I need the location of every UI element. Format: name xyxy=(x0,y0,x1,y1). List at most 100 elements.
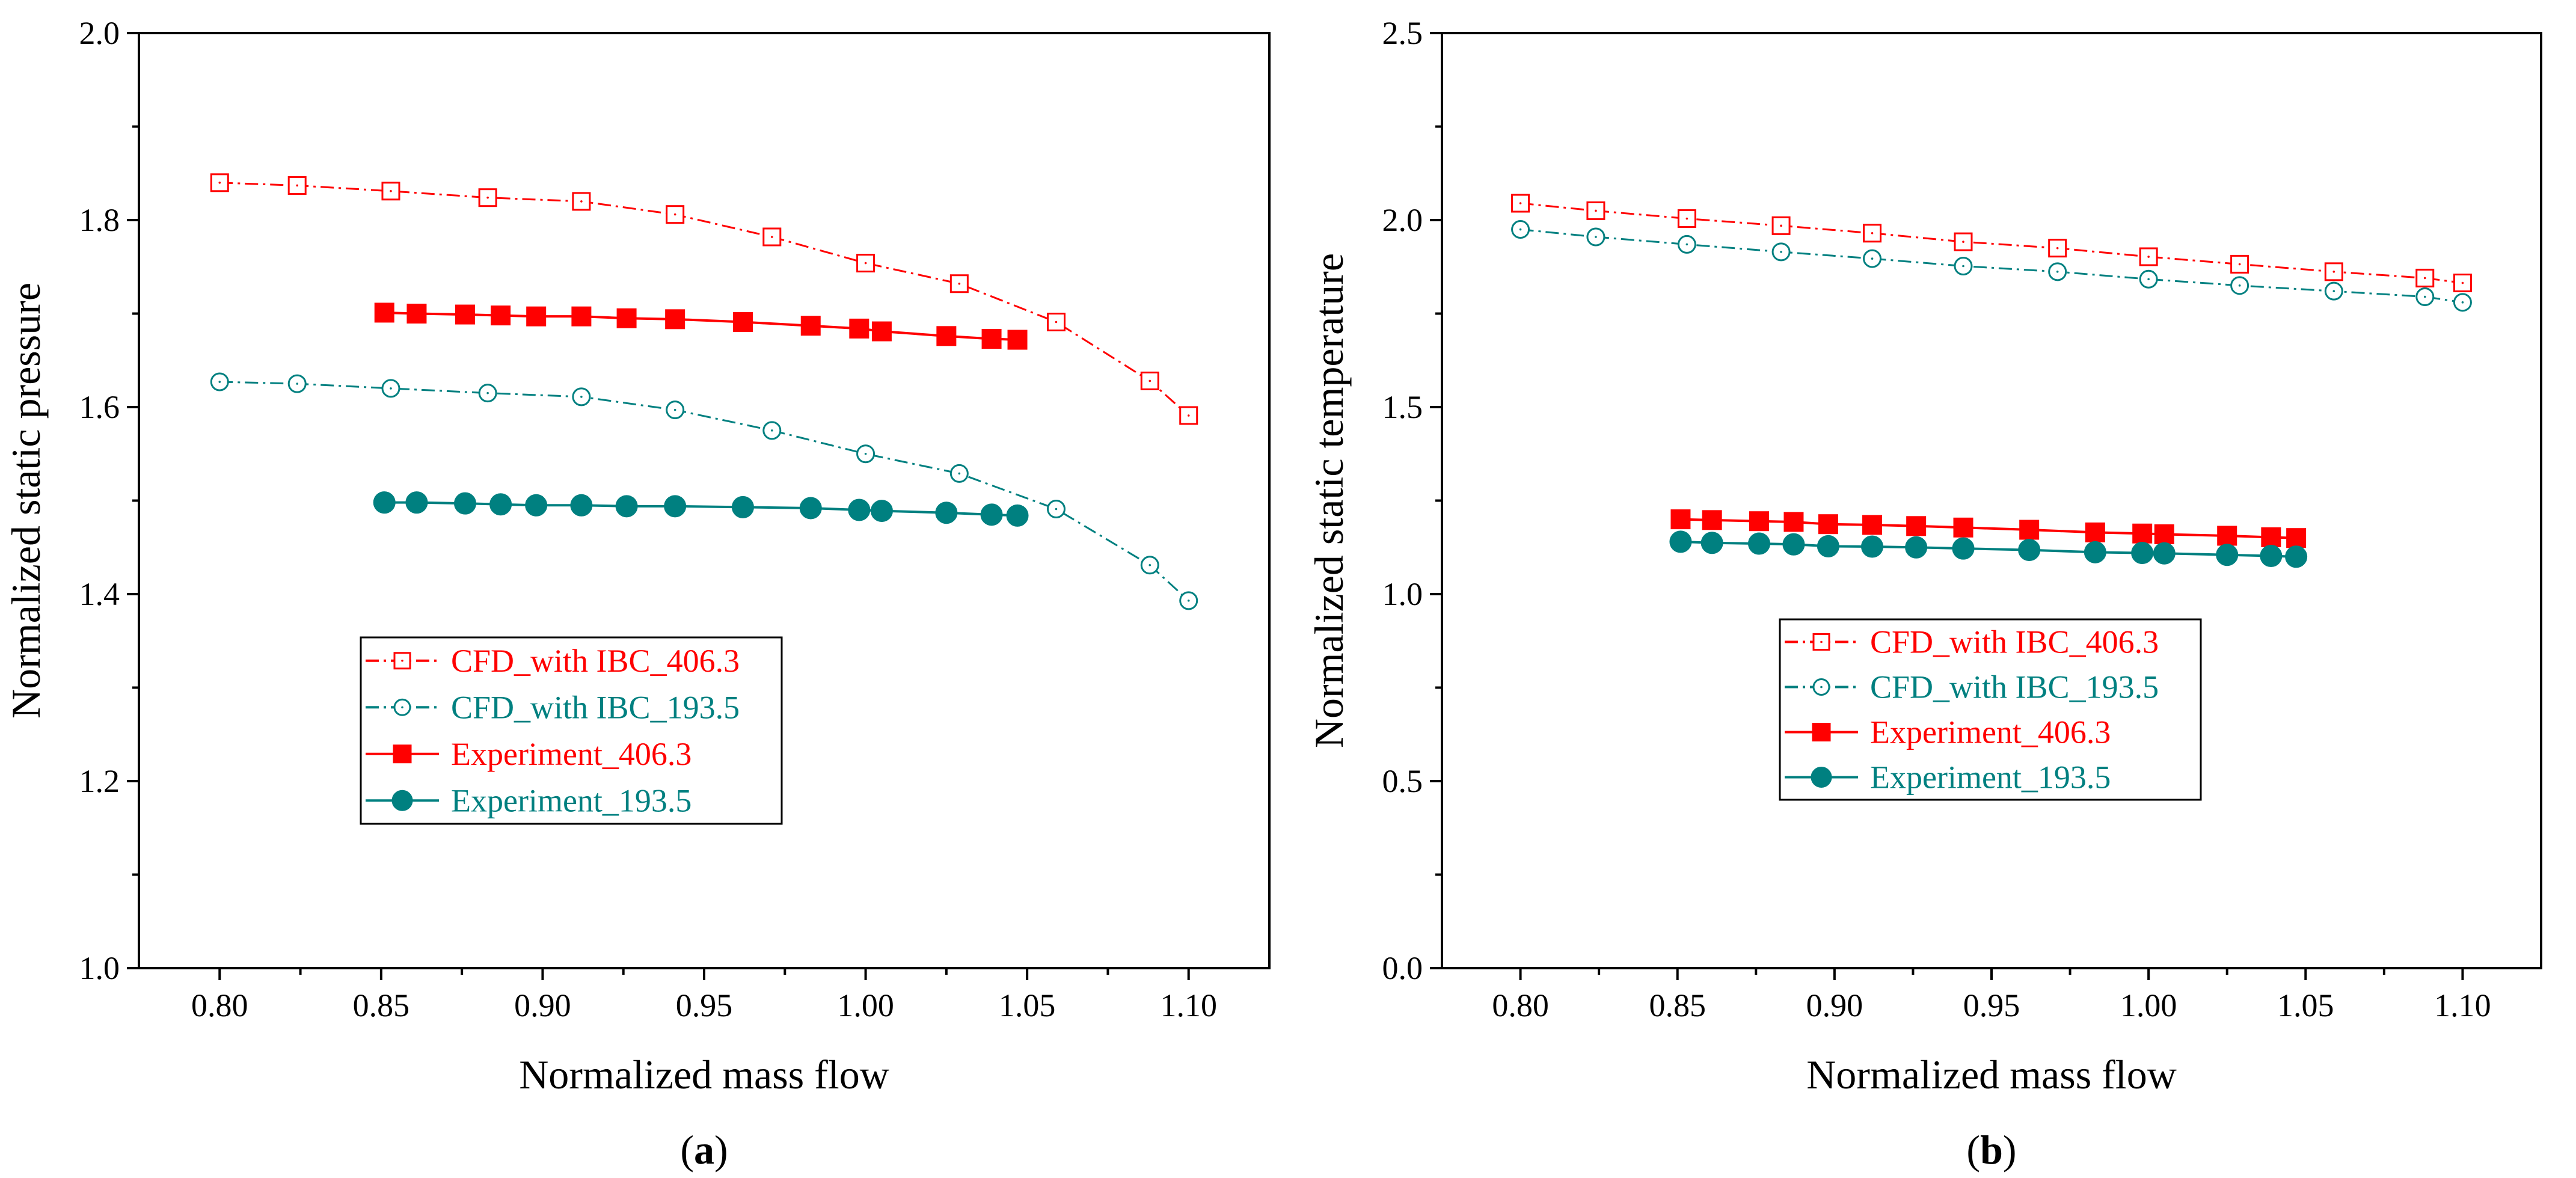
y-tick-label: 2.0 xyxy=(1382,202,1423,238)
data-point xyxy=(1953,517,1973,538)
x-tick-label: 1.00 xyxy=(2120,987,2177,1023)
legend-item: CFD_with IBC_406.3 xyxy=(366,643,740,679)
chart-panel-b: 0.80 0.85 0.90 0.95 1.00 1.05 1.10 0.0 0.5 1.0 1.5… xyxy=(1306,15,2542,1173)
data-point-center xyxy=(1519,228,1522,231)
series-line xyxy=(384,311,1018,342)
y-tick-label: 1.0 xyxy=(1382,576,1423,612)
data-point xyxy=(1006,504,1029,527)
legend-label: CFD_with IBC_406.3 xyxy=(451,643,740,679)
legend-label: CFD_with IBC_193.5 xyxy=(1870,669,2159,705)
legend-item: CFD_with IBC_193.5 xyxy=(1785,669,2159,705)
data-point xyxy=(1669,530,1692,553)
legend: CFD_with IBC_406.3 CFD_with IBC_193.5 Expe… xyxy=(1779,618,2202,801)
legend-item: Experiment_406.3 xyxy=(1785,714,2111,750)
data-point xyxy=(571,306,592,327)
y-tick-label: 1.5 xyxy=(1382,389,1423,425)
data-point xyxy=(1700,532,1723,554)
legend-label: CFD_with IBC_406.3 xyxy=(1870,624,2159,660)
data-point xyxy=(731,495,754,518)
data-point-center xyxy=(2423,295,2426,298)
legend-item: Experiment_406.3 xyxy=(366,736,692,772)
legend-box xyxy=(1779,618,2202,801)
x-tick-label: 0.90 xyxy=(1806,987,1863,1023)
data-point-center xyxy=(1685,243,1688,246)
y-tick-label: 0.5 xyxy=(1382,763,1423,799)
data-point xyxy=(405,491,428,514)
data-point xyxy=(373,491,396,514)
data-point xyxy=(570,494,593,517)
data-point xyxy=(1861,535,1884,558)
data-point-center xyxy=(1780,224,1782,227)
chart-panel-a: 0.80 0.85 0.90 0.95 1.00 1.05 1.10 1.0 1.2 1.4 1.6… xyxy=(3,15,1271,1173)
data-point xyxy=(374,302,394,323)
data-point xyxy=(2260,545,2283,568)
legend-label: CFD_with IBC_193.5 xyxy=(451,689,740,725)
x-tick-label: 0.85 xyxy=(1649,987,1706,1023)
data-point xyxy=(935,502,958,524)
data-point-center xyxy=(771,429,773,432)
data-point-center xyxy=(1055,321,1058,324)
data-point-center xyxy=(1519,202,1522,204)
data-point-center xyxy=(580,396,583,398)
data-point-center xyxy=(218,381,221,383)
x-tick-label: 0.80 xyxy=(191,987,248,1023)
data-point-center xyxy=(296,382,299,385)
x-axis-title: Normalized mass flow xyxy=(1806,1052,2177,1097)
x-axis-title: Normalized mass flow xyxy=(519,1052,889,1097)
y-tick-label: 0.0 xyxy=(1382,950,1423,986)
y-tick-label: 1.8 xyxy=(79,202,120,238)
legend-marker xyxy=(393,744,412,764)
x-tick-label: 0.90 xyxy=(514,987,571,1023)
data-point xyxy=(526,306,547,327)
data-point xyxy=(455,304,476,325)
data-point xyxy=(1670,509,1691,530)
data-point xyxy=(665,309,685,330)
data-point-center xyxy=(2056,271,2059,273)
series-line xyxy=(1520,229,2463,304)
data-point-center xyxy=(958,282,961,285)
legend-marker-center xyxy=(1820,686,1823,689)
data-point xyxy=(1783,512,1804,532)
y-axis-title: Normalized static temperature xyxy=(1306,253,1352,748)
legend-label: Experiment_406.3 xyxy=(451,736,692,772)
data-point xyxy=(1046,312,1066,331)
data-point xyxy=(406,304,427,324)
data-point-center xyxy=(1148,563,1152,566)
data-point-center xyxy=(1962,265,1964,268)
data-point xyxy=(799,497,822,520)
y-tick-label: 2.0 xyxy=(79,15,120,51)
plot-frame xyxy=(138,32,1271,969)
legend-marker xyxy=(1811,767,1832,788)
legend-box xyxy=(360,636,783,825)
data-point xyxy=(1952,537,1975,560)
data-point xyxy=(1906,516,1927,536)
data-point xyxy=(615,495,638,518)
series-line xyxy=(1520,202,2463,284)
series-line xyxy=(1680,540,2296,558)
data-point-center xyxy=(2332,271,2335,273)
panel-letter: a xyxy=(694,1127,714,1173)
data-point xyxy=(2085,522,2105,542)
y-tick-label: 1.4 xyxy=(79,576,120,612)
data-point xyxy=(2131,542,2154,565)
legend-label: Experiment_406.3 xyxy=(1870,714,2111,750)
data-point-center xyxy=(1055,508,1058,511)
data-point-center xyxy=(2238,263,2241,266)
series-experiment-193-5 xyxy=(373,491,1029,527)
data-point xyxy=(856,254,876,273)
data-point xyxy=(1749,511,1770,532)
data-point xyxy=(2216,544,2239,566)
data-point xyxy=(2217,526,2237,546)
data-point-center xyxy=(2332,290,2335,292)
legend-label: Experiment_193.5 xyxy=(451,782,692,818)
legend-item: Experiment_193.5 xyxy=(366,782,692,818)
x-tick-label: 1.05 xyxy=(999,987,1056,1023)
data-point xyxy=(210,173,229,192)
data-point-center xyxy=(580,200,583,203)
x-tick-label: 0.95 xyxy=(676,987,733,1023)
panel-label: (b) xyxy=(1966,1127,2016,1173)
data-point xyxy=(2153,542,2176,565)
legend-item: CFD_with IBC_193.5 xyxy=(366,689,740,725)
data-point xyxy=(936,326,957,346)
data-point xyxy=(1862,515,1883,535)
